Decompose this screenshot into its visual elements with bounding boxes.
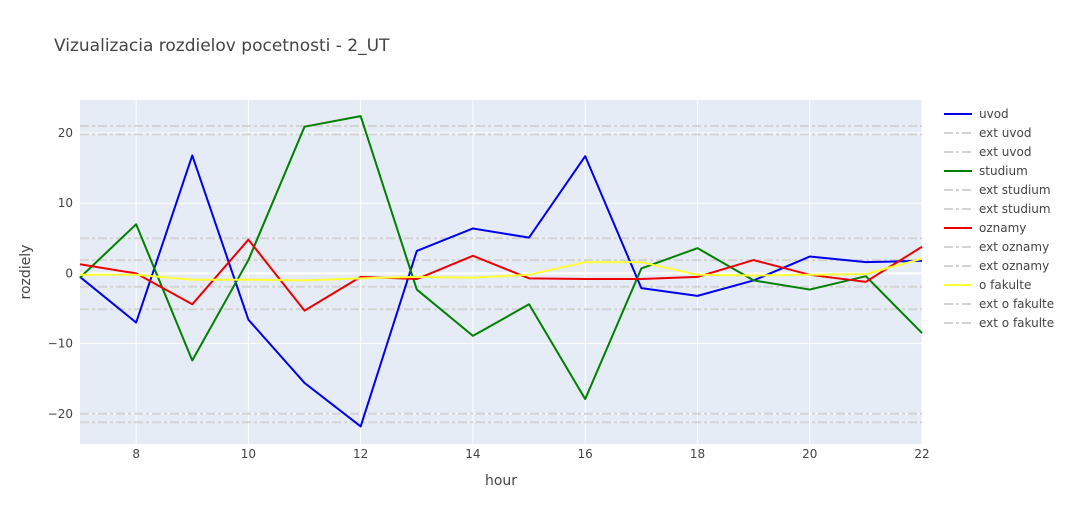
legend-label: ext o fakulte xyxy=(979,297,1054,311)
legend-item[interactable]: oznamy xyxy=(944,221,1026,235)
legend-label: ext studium xyxy=(979,202,1051,216)
x-tick-label: 14 xyxy=(465,447,480,461)
y-ticks: −20 −10 0 10 20 xyxy=(48,126,73,421)
y-axis-title: rozdiely xyxy=(18,245,34,300)
legend-item[interactable]: studium xyxy=(944,164,1028,178)
y-tick-label: 0 xyxy=(65,266,73,280)
x-tick-label: 8 xyxy=(132,447,140,461)
x-tick-label: 18 xyxy=(690,447,705,461)
legend-label: ext oznamy xyxy=(979,240,1049,254)
legend-label: ext uvod xyxy=(979,126,1031,140)
legend-label: uvod xyxy=(979,107,1009,121)
legend-label: o fakulte xyxy=(979,278,1031,292)
x-tick-label: 20 xyxy=(802,447,817,461)
y-tick-label: −10 xyxy=(48,337,73,351)
chart-title: Vizualizacia rozdielov pocetnosti - 2_UT xyxy=(54,36,390,56)
legend-item[interactable]: uvod xyxy=(944,107,1009,121)
series-line-0 xyxy=(79,154,923,428)
legend-label: ext uvod xyxy=(979,145,1031,159)
x-tick-label: 16 xyxy=(578,447,593,461)
legend-label: ext o fakulte xyxy=(979,316,1054,330)
legend-item[interactable]: ext studium xyxy=(944,202,1051,216)
y-tick-label: 20 xyxy=(58,126,73,140)
x-ticks: 8 10 12 14 16 18 20 22 xyxy=(132,447,929,461)
legend-item[interactable]: ext oznamy xyxy=(944,259,1049,273)
legend-item[interactable]: ext oznamy xyxy=(944,240,1049,254)
legend-label: ext oznamy xyxy=(979,259,1049,273)
series-lines xyxy=(79,115,923,428)
series-line-9 xyxy=(80,257,923,282)
legend-item[interactable]: ext studium xyxy=(944,183,1051,197)
legend-label: studium xyxy=(979,164,1028,178)
legend[interactable]: uvod ext uvod ext uvod studium ext studium ex… xyxy=(944,107,1054,330)
y-tick-label: 10 xyxy=(58,196,73,210)
legend-label: oznamy xyxy=(979,221,1026,235)
x-tick-label: 12 xyxy=(353,447,368,461)
x-tick-label: 10 xyxy=(241,447,256,461)
legend-item[interactable]: o fakulte xyxy=(944,278,1031,292)
legend-item[interactable]: ext o fakulte xyxy=(944,316,1054,330)
legend-item[interactable]: ext uvod xyxy=(944,145,1031,159)
series-line-6 xyxy=(79,238,923,312)
x-axis-title: hour xyxy=(485,473,517,489)
x-tick-label: 22 xyxy=(914,447,929,461)
legend-label: ext studium xyxy=(979,183,1051,197)
legend-item[interactable]: ext uvod xyxy=(944,126,1031,140)
series-line-3 xyxy=(79,115,923,401)
y-tick-label: −20 xyxy=(48,407,73,421)
legend-item[interactable]: ext o fakulte xyxy=(944,297,1054,311)
